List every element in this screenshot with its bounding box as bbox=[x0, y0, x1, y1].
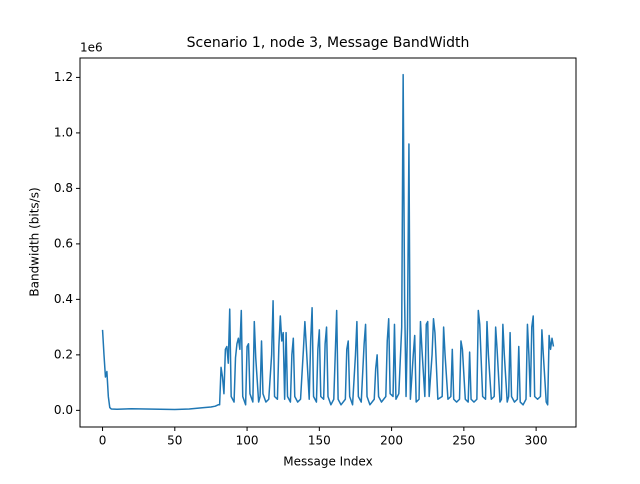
y-axis-label: Bandwidth (bits/s) bbox=[28, 187, 42, 296]
y-tick-label: 0.2 bbox=[54, 347, 73, 361]
x-tick-label: 250 bbox=[452, 434, 475, 448]
y-offset-label: 1e6 bbox=[80, 41, 103, 55]
x-tick-label: 200 bbox=[380, 434, 403, 448]
y-tick-label: 0.8 bbox=[54, 181, 73, 195]
x-tick-label: 100 bbox=[236, 434, 259, 448]
data-line bbox=[101, 73, 555, 411]
y-tick-label: 0.4 bbox=[54, 292, 73, 306]
y-tick-label: 0.0 bbox=[54, 403, 73, 417]
x-tick-label: 150 bbox=[308, 434, 331, 448]
plot-frame bbox=[79, 57, 577, 428]
chart-title: Scenario 1, node 3, Message BandWidth bbox=[187, 35, 470, 51]
x-tick-label: 50 bbox=[167, 434, 182, 448]
y-tick-label: 1.0 bbox=[54, 125, 73, 139]
x-tick-label: 0 bbox=[99, 434, 107, 448]
y-tick-label: 1.2 bbox=[54, 70, 73, 84]
x-tick-label: 300 bbox=[525, 434, 548, 448]
x-axis-label: Message Index bbox=[283, 455, 372, 469]
y-tick-label: 0.6 bbox=[54, 236, 73, 250]
